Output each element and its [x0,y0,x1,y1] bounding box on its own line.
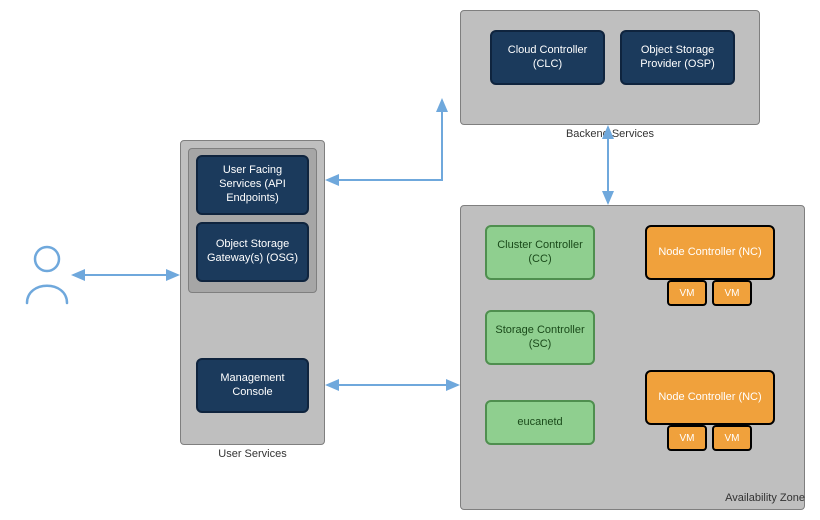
osp-box: Object Storage Provider (OSP) [620,30,735,85]
vm1a-box: VM [667,280,707,306]
clc-box: Cloud Controller (CLC) [490,30,605,85]
sc-box: Storage Controller (SC) [485,310,595,365]
nc1-box: Node Controller (NC) [645,225,775,280]
cc-box: Cluster Controller (CC) [485,225,595,280]
availability-zone-label: Availability Zone [670,492,805,504]
vm2a-box: VM [667,425,707,451]
backend-services-label: Backend Services [460,128,760,140]
osg-box: Object Storage Gateway(s) (OSG) [196,222,309,282]
user-services-label: User Services [180,448,325,460]
eucanetd-box: eucanetd [485,400,595,445]
nc2-box: Node Controller (NC) [645,370,775,425]
user-icon [0,0,100,345]
vm1b-box: VM [712,280,752,306]
ufs-box: User Facing Services (API Endpoints) [196,155,309,215]
management-console-box: Management Console [196,358,309,413]
vm2b-box: VM [712,425,752,451]
